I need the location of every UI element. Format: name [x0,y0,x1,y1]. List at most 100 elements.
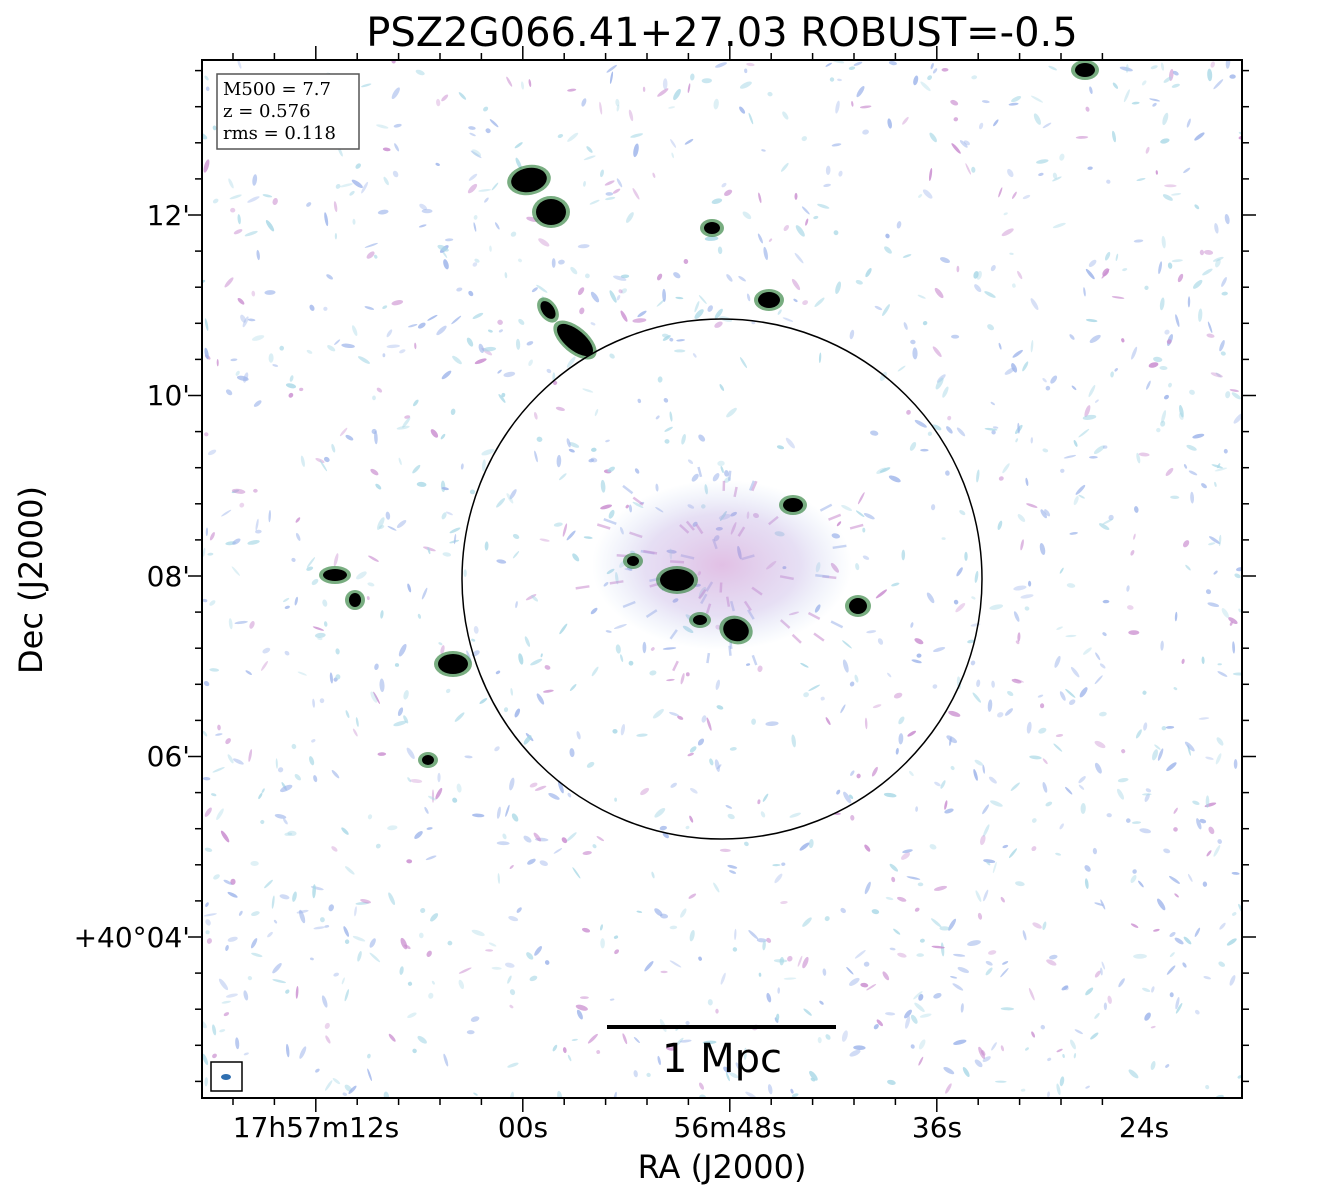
noise-speck [630,133,644,138]
noise-speck [1169,952,1175,958]
noise-speck [870,430,879,436]
noise-speck [407,1012,417,1019]
noise-speck [553,848,563,854]
noise-speck [1066,583,1076,588]
noise-speck [670,782,677,788]
noise-speck [352,728,358,737]
noise-speck [745,1091,757,1098]
noise-speck [972,692,982,703]
noise-speck [633,1036,640,1044]
noise-speck [1131,101,1140,105]
diffuse-streak [791,633,802,644]
noise-speck [1205,589,1212,595]
noise-speck [325,1035,331,1044]
noise-speck [841,504,853,512]
noise-speck [357,950,362,962]
noise-speck [748,112,754,125]
noise-speck [1085,268,1095,280]
noise-speck [1020,1088,1026,1092]
noise-speck [536,436,543,442]
noise-speck [670,138,677,148]
noise-speck [1189,389,1195,395]
noise-speck [949,736,952,746]
noise-speck [654,908,663,917]
noise-speck [568,442,580,448]
noise-speck [884,246,892,254]
noise-speck [324,1022,330,1029]
noise-speck [725,805,733,809]
noise-speck [507,1062,519,1068]
noise-speck [1217,663,1222,666]
noise-speck [297,671,307,676]
noise-speck [1210,61,1215,68]
noise-speck [1071,385,1077,391]
noise-speck [990,265,996,272]
noise-speck [1044,509,1051,517]
noise-speck [309,957,314,961]
noise-speck [523,735,532,745]
noise-speck [1183,464,1188,469]
noise-speck [956,567,963,577]
noise-speck [324,925,330,928]
noise-speck [561,837,568,844]
noise-speck [228,178,234,189]
noise-speck [335,648,340,655]
noise-speck [1203,976,1211,980]
noise-speck [571,1038,578,1041]
noise-speck [1042,378,1047,383]
noise-speck [527,858,536,865]
noise-speck [862,129,869,135]
plot-frame [201,59,1243,1099]
noise-speck [412,464,421,474]
noise-speck [548,792,560,800]
noise-speck [976,270,982,280]
noise-speck [620,288,628,294]
noise-speck [237,60,242,69]
noise-speck [309,756,315,766]
noise-speck [555,406,565,411]
noise-speck [204,75,209,81]
noise-speck [914,907,920,912]
noise-speck [1042,758,1048,765]
noise-speck [509,865,514,869]
noise-speck [840,907,846,914]
noise-speck [1205,756,1214,760]
noise-speck [1138,452,1150,457]
noise-speck [1229,74,1236,79]
noise-speck [503,371,516,378]
noise-speck [719,384,725,391]
diffuse-emission [592,480,852,650]
noise-speck [1139,828,1152,834]
noise-speck [689,930,695,942]
noise-speck [496,559,507,564]
noise-speck [993,119,999,127]
noise-speck [590,322,596,326]
noise-speck [902,254,912,258]
noise-speck [1047,1057,1052,1062]
noise-speck [605,192,614,196]
noise-speck [1171,83,1180,88]
noise-speck [1069,699,1076,706]
noise-speck [843,791,852,804]
noise-speck [345,710,350,719]
noise-speck [530,658,543,666]
noise-speck [534,946,543,956]
noise-speck [688,893,697,899]
noise-speck [562,523,568,537]
noise-speck [1224,213,1230,225]
noise-speck [959,140,968,148]
noise-speck [783,977,797,980]
noise-speck [685,672,690,677]
noise-speck [911,659,922,664]
noise-speck [633,143,639,158]
noise-speck [331,770,340,779]
noise-speck [1194,1009,1200,1015]
noise-speck [435,162,440,166]
noise-speck [463,569,467,577]
noise-speck [600,938,605,949]
noise-speck [264,879,273,889]
noise-speck [1011,363,1018,373]
noise-speck [488,942,497,947]
noise-speck [715,679,721,690]
noise-speck [952,983,964,991]
